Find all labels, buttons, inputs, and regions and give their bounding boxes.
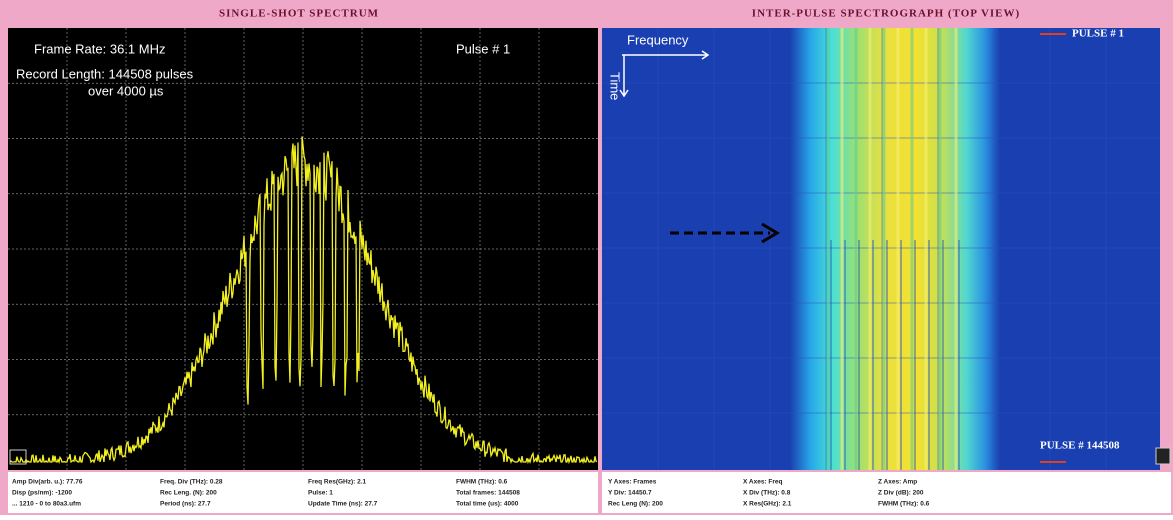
expand-button[interactable] xyxy=(1156,448,1170,464)
axis-label: Time xyxy=(608,72,623,100)
status-item: Y Axes: Frames xyxy=(608,479,657,486)
status-item: Pulse: 1 xyxy=(308,490,333,497)
status-item: Amp Div(arb. u.): 77.76 xyxy=(12,479,83,486)
overlay-text: Record Length: 144508 pulses xyxy=(16,66,194,81)
status-item: Z Div (dB): 200 xyxy=(878,490,924,497)
status-item: Rec Leng. (N): 200 xyxy=(160,490,217,497)
pulse-label: PULSE # 1 xyxy=(1072,28,1124,40)
status-item: Total frames: 144508 xyxy=(456,490,520,497)
status-item: X Axes: Freq xyxy=(743,479,783,486)
spectrogram-band xyxy=(790,28,1000,470)
status-item: Total time (us): 4000 xyxy=(456,501,519,508)
status-item: Freq. Div (THz): 0.28 xyxy=(160,479,223,486)
panel-title: SINGLE-SHOT SPECTRUM xyxy=(219,8,379,20)
panel-title: INTER-PULSE SPECTROGRAPH (TOP VIEW) xyxy=(752,8,1020,20)
status-item: FWHM (THz): 0.6 xyxy=(456,479,508,486)
status-item: Z Axes: Amp xyxy=(878,479,917,486)
status-item: FWHM (THz): 0.6 xyxy=(878,501,930,508)
pulse-label: PULSE # 144508 xyxy=(1040,440,1120,452)
status-item: X Res(GHz): 2.1 xyxy=(743,501,792,508)
status-item: Freq Res(GHz): 2.1 xyxy=(308,479,367,486)
status-item: ... 1210 - 0 to 80a3.ufm xyxy=(12,501,81,508)
overlay-text: over 4000 µs xyxy=(88,83,164,98)
status-item: Rec Leng (N): 200 xyxy=(608,501,663,508)
screen: SINGLE-SHOT SPECTRUM INTER-PULSE SPECTRO… xyxy=(0,0,1173,515)
status-item: X Div (THz): 0.8 xyxy=(743,490,791,497)
status-item: Disp (ps/nm): -1200 xyxy=(12,490,72,497)
overlay-text: Pulse # 1 xyxy=(456,41,510,56)
overlay-text: Frame Rate: 36.1 MHz xyxy=(34,41,166,56)
status-item: Update Time (ns): 27.7 xyxy=(308,501,378,508)
axis-label: Frequency xyxy=(627,32,689,47)
status-item: Period (ns): 27.7 xyxy=(160,501,211,508)
status-item: Y Div: 14450.7 xyxy=(608,490,652,497)
